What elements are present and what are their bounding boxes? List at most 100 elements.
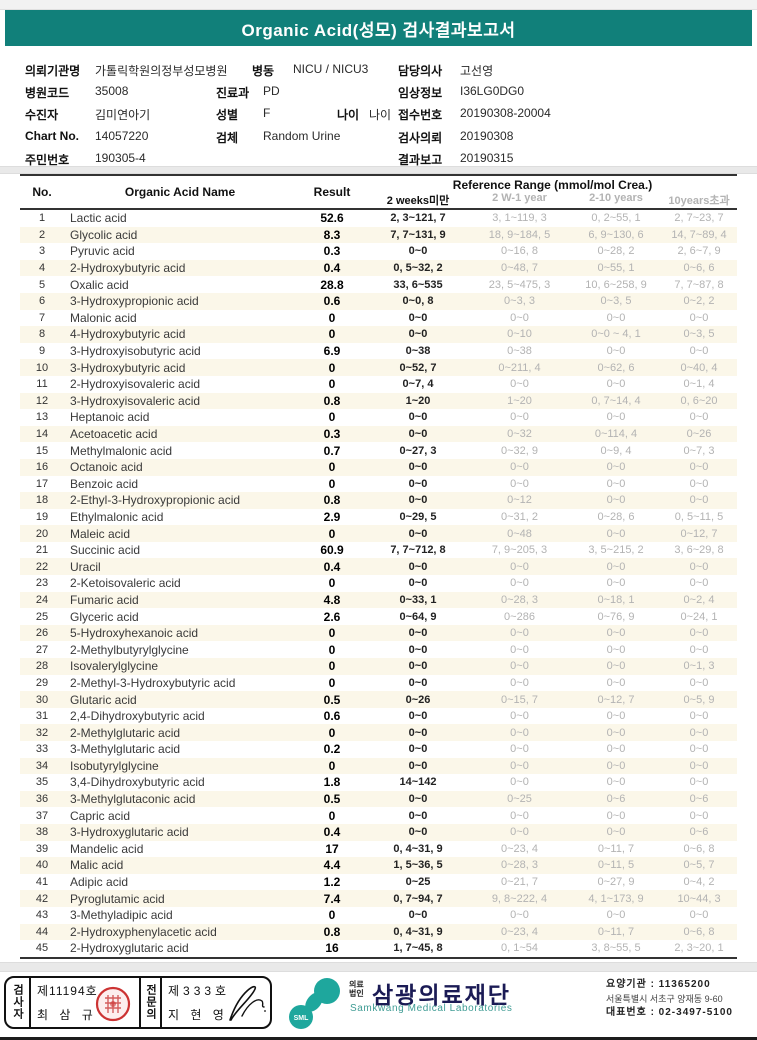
- specialist-cell: 제333호 지 현 영: [162, 978, 270, 1027]
- ref-over-10y: 0~4, 2: [683, 876, 715, 889]
- ref-over-10y: 0~6, 6: [683, 262, 715, 275]
- result-value: 0.2: [323, 742, 341, 757]
- ref-under-2w: 1, 5~36, 5: [393, 859, 443, 872]
- header-no: No.: [32, 185, 52, 199]
- ref-2-10y: 0~0: [606, 311, 626, 324]
- field-value-department: PD: [263, 84, 280, 98]
- acid-name: Lactic acid: [70, 211, 127, 226]
- ref-2-10y: 0~0: [606, 676, 626, 689]
- ref-2-10y: 0~18, 1: [597, 593, 635, 606]
- result-value: 0.3: [323, 427, 341, 442]
- ref-2w-1y: 0~211, 4: [498, 361, 541, 374]
- ref-2w-1y: 0~0: [510, 461, 529, 474]
- ref-2w-1y: 0~0: [510, 759, 529, 772]
- table-row: 8 4-Hydroxybutyric acid 0 0~0 0~10 0~0 ~ 4, 1…: [20, 326, 737, 343]
- ref-2w-1y: 0~23, 4: [500, 842, 538, 855]
- ref-under-2w: 0~0: [408, 793, 428, 806]
- result-value: 52.6: [320, 211, 344, 226]
- acid-name: Isobutyrylglycine: [70, 758, 159, 773]
- ref-2w-1y: 3, 1~119, 3: [492, 212, 547, 225]
- ref-under-2w: 0~29, 5: [399, 510, 437, 523]
- row-no: 8: [38, 328, 46, 341]
- table-row: 7 Malonic acid 0 0~0 0~0 0~0 0~0: [20, 310, 737, 327]
- acid-name: Benzoic acid: [70, 476, 139, 491]
- ref-2w-1y: 0~48, 7: [500, 262, 538, 275]
- result-value: 0.4: [323, 261, 341, 276]
- result-value: 0: [328, 659, 336, 674]
- row-no: 44: [35, 925, 49, 938]
- ref-over-10y: 0, 6~20: [680, 394, 718, 407]
- ref-2-10y: 3, 8~55, 5: [591, 942, 641, 955]
- footer-divider: [0, 961, 757, 972]
- ref-over-10y: 0~0: [689, 411, 709, 424]
- field-label-doctor: 담당의사: [398, 64, 443, 78]
- ref-under-2w: 0~0: [408, 245, 428, 258]
- ref-under-2w: 7, 7~131, 9: [390, 228, 446, 241]
- ref-2-10y: 0~0: [606, 345, 626, 358]
- result-value: 6.9: [323, 344, 341, 359]
- acid-name: 3-Hydroxyisobutyric acid: [70, 344, 201, 359]
- ref-2w-1y: 0~0: [510, 710, 529, 723]
- section-divider: [0, 166, 757, 174]
- lab-care-org-no: 요양기관 : 11365200: [606, 978, 711, 990]
- ref-2w-1y: 0, 1~54: [500, 942, 538, 955]
- acid-name: 2-Hydroxybutyric acid: [70, 261, 186, 276]
- ref-2w-1y: 7, 9~205, 3: [491, 544, 548, 557]
- ref-under-2w: 0~0: [408, 477, 428, 490]
- ref-under-2w: 1, 7~45, 8: [393, 942, 443, 955]
- ref-under-2w: 0~0: [408, 909, 428, 922]
- row-no: 42: [35, 892, 49, 905]
- field-value-clinical-info: I36LG0DG0: [460, 84, 525, 98]
- table-row: 18 2-Ethyl-3-Hydroxypropionic acid 0.8 0~0 0…: [20, 492, 737, 509]
- ref-over-10y: 0~0: [689, 759, 709, 772]
- row-no: 6: [38, 295, 46, 308]
- table-row: 1 Lactic acid 52.6 2, 3~121, 7 3, 1~119, 3 0,…: [20, 210, 737, 227]
- result-value: 0.8: [323, 393, 341, 408]
- result-value: 0.4: [323, 825, 341, 840]
- result-value: 0: [328, 526, 336, 541]
- table-row: 31 2,4-Dihydroxybutyric acid 0.6 0~0 0~0 0~0 0…: [20, 708, 737, 725]
- report-title: Organic Acid(성모) 검사결과보고서: [241, 20, 516, 40]
- ref-over-10y: 0~0: [689, 643, 709, 656]
- ref-2w-1y: 0~31, 2: [500, 510, 538, 523]
- table-row: 23 2-Ketoisovaleric acid 0 0~0 0~0 0~0 0~0: [20, 575, 737, 592]
- ref-2-10y: 0~0: [606, 461, 626, 474]
- table-row: 24 Fumaric acid 4.8 0~33, 1 0~28, 3 0~18, 1 0~…: [20, 591, 737, 609]
- acid-name: 3-Hydroxybutyric acid: [70, 360, 186, 375]
- table-row: 26 5-Hydroxyhexanoic acid 0 0~0 0~0 0~0 0~0: [20, 624, 737, 642]
- ref-over-10y: 0~0: [689, 477, 709, 490]
- result-value: 7.4: [323, 891, 341, 906]
- ref-over-10y: 10~44, 3: [677, 892, 721, 905]
- acid-name: Methylmalonic acid: [70, 443, 173, 458]
- ref-under-2w: 0~0: [408, 560, 428, 573]
- row-no: 12: [35, 394, 49, 407]
- ref-2-10y: 0~11, 7: [597, 925, 635, 938]
- ref-under-2w: 0~0: [408, 577, 428, 590]
- field-label-test-requested: 검사의뢰: [398, 131, 443, 145]
- ref-under-2w: 0~38: [405, 345, 431, 358]
- field-value-test-requested: 20190308: [460, 129, 514, 143]
- ref-under-2w: 14~142: [399, 776, 437, 789]
- row-no: 18: [35, 494, 49, 507]
- acid-name: 3,4-Dihydroxybutyric acid: [70, 775, 205, 790]
- result-value: 60.9: [320, 543, 344, 558]
- table-row: 27 2-Methylbutyrylglycine 0 0~0 0~0 0~0 0~0: [20, 641, 737, 658]
- ref-over-10y: 0~0: [689, 909, 709, 922]
- examiner-cert-no: 제11194호: [37, 983, 98, 998]
- sml-logo-icon: SML: [289, 977, 340, 1029]
- table-row: 12 3-Hydroxyisovaleric acid 0.8 1~20 1~20 0, …: [20, 392, 737, 410]
- ref-2-10y: 0~0: [606, 826, 626, 839]
- field-label-age: 나이: [337, 108, 360, 122]
- ref-2w-1y: 0~32: [507, 428, 532, 441]
- result-value: 0: [328, 758, 336, 773]
- ref-2-10y: 0~0: [606, 743, 626, 756]
- ref-under-2w: 0~0: [408, 428, 428, 441]
- ref-2-10y: 0~0: [606, 560, 626, 573]
- row-no: 28: [35, 660, 49, 673]
- table-row: 36 3-Methylglutaconic acid 0.5 0~0 0~25 0~6 0~…: [20, 790, 737, 808]
- ref-2-10y: 0~0: [606, 909, 626, 922]
- ref-2-10y: 0, 2~55, 1: [591, 212, 641, 225]
- ref-under-2w: 0~0: [408, 494, 428, 507]
- ref-2-10y: 0~0: [606, 477, 626, 490]
- acid-name: 2-Ketoisovaleric acid: [70, 576, 181, 591]
